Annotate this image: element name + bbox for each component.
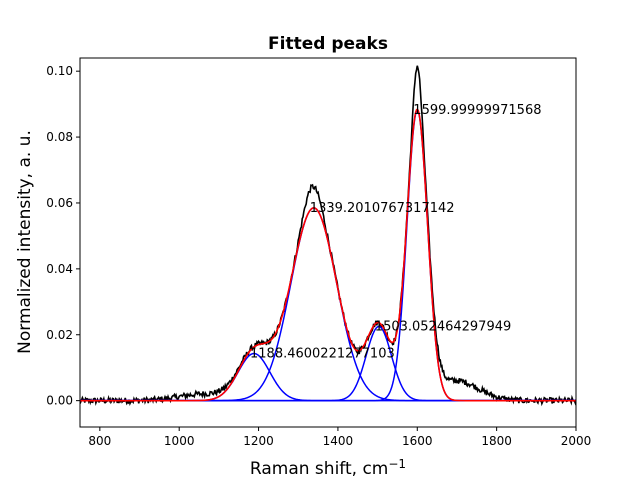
y-tick-label: 0.08 — [46, 130, 73, 144]
y-tick-label: 0.04 — [46, 262, 73, 276]
y-tick-label: 0.00 — [46, 394, 73, 408]
plot-area: 1188.4600221277103 1339.2010767317142 1503… — [46, 57, 592, 448]
fit-line — [80, 108, 576, 402]
x-tick-label: 1200 — [243, 434, 274, 448]
x-tick-label: 800 — [88, 434, 111, 448]
x-axis-label: Raman shift, cm−1 — [250, 457, 406, 479]
axes-frame — [79, 57, 577, 428]
peak-label-4: 1599.99999971568 — [413, 103, 541, 118]
y-tick-label: 0.06 — [46, 196, 73, 210]
x-tick-label: 1400 — [323, 434, 354, 448]
peak-label-1: 1188.4600221277103 — [250, 347, 395, 362]
chart-title: Fitted peaks — [268, 34, 388, 54]
peak-label-2: 1339.2010767317142 — [310, 201, 455, 216]
peak-label-3: 1503.052464297949 — [375, 320, 511, 335]
y-axis-label: Normalized intensity, a. u. — [15, 130, 35, 354]
x-tick-label: 2000 — [561, 434, 592, 448]
y-tick-label: 0.02 — [46, 328, 73, 342]
y-tick-label: 0.10 — [46, 64, 73, 78]
x-tick-label: 1800 — [481, 434, 512, 448]
x-tick-label: 1000 — [164, 434, 195, 448]
x-tick-label: 1600 — [402, 434, 433, 448]
